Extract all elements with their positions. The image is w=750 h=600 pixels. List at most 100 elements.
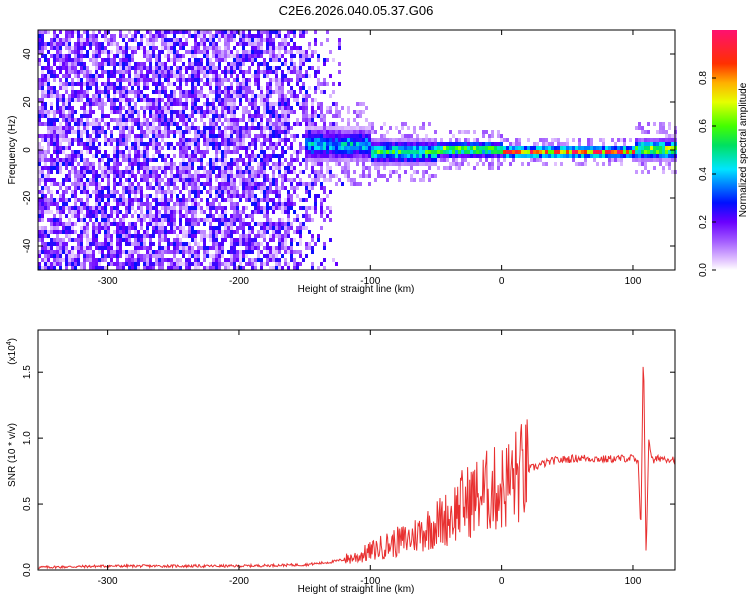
heatmap-cell: [41, 178, 44, 182]
heatmap-cell: [50, 170, 53, 174]
heatmap-cell: [197, 250, 200, 254]
heatmap-cell: [41, 74, 44, 78]
heatmap-cell: [410, 166, 413, 170]
heatmap-cell: [269, 266, 272, 270]
heatmap-cell: [92, 238, 95, 242]
heatmap-cell: [227, 162, 230, 166]
heatmap-cell: [149, 138, 152, 142]
heatmap-cell: [332, 58, 335, 62]
heatmap-cell: [260, 258, 263, 262]
heatmap-cell: [260, 62, 263, 66]
heatmap-cell: [98, 134, 101, 138]
heatmap-cell: [179, 58, 182, 62]
heatmap-cell: [158, 182, 161, 186]
heatmap-cell: [89, 150, 92, 154]
heatmap-cell: [239, 182, 242, 186]
heatmap-cell: [41, 186, 44, 190]
heatmap-cell: [188, 254, 191, 258]
heatmap-cell: [110, 70, 113, 74]
heatmap-cell: [218, 182, 221, 186]
heatmap-cell: [197, 90, 200, 94]
heatmap-cell: [56, 242, 59, 246]
heatmap-cell: [101, 254, 104, 258]
heatmap-cell: [71, 214, 74, 218]
heatmap-cell: [242, 58, 245, 62]
heatmap-cell: [350, 158, 353, 162]
heatmap-cell: [44, 202, 47, 206]
heatmap-cell: [122, 214, 125, 218]
heatmap-cell: [278, 82, 281, 86]
heatmap-cell: [290, 30, 293, 34]
heatmap-cell: [197, 202, 200, 206]
heatmap-cell: [287, 162, 290, 166]
heatmap-cell: [380, 154, 383, 158]
heatmap-cell: [335, 126, 338, 130]
heatmap-cell: [200, 238, 203, 242]
heatmap-cell: [44, 230, 47, 234]
heatmap-cell: [86, 50, 89, 54]
heatmap-cell: [92, 74, 95, 78]
heatmap-cell: [173, 242, 176, 246]
heatmap-cell: [197, 62, 200, 66]
heatmap-cell: [38, 142, 41, 146]
heatmap-cell: [353, 142, 356, 146]
heatmap-cell: [230, 150, 233, 154]
heatmap-cell: [164, 110, 167, 114]
heatmap-cell: [152, 214, 155, 218]
heatmap-cell: [524, 154, 527, 158]
heatmap-cell: [401, 150, 404, 154]
heatmap-cell: [239, 90, 242, 94]
heatmap-cell: [224, 162, 227, 166]
heatmap-cell: [170, 262, 173, 266]
heatmap-cell: [155, 54, 158, 58]
heatmap-cell: [275, 102, 278, 106]
heatmap-cell: [98, 194, 101, 198]
heatmap-cell: [275, 30, 278, 34]
heatmap-cell: [122, 250, 125, 254]
heatmap-cell: [194, 238, 197, 242]
heatmap-cell: [482, 162, 485, 166]
heatmap-cell: [176, 246, 179, 250]
heatmap-cell: [197, 266, 200, 270]
heatmap-cell: [95, 198, 98, 202]
heatmap-cell: [98, 142, 101, 146]
heatmap-cell: [197, 94, 200, 98]
heatmap-cell: [227, 222, 230, 226]
heatmap-cell: [296, 158, 299, 162]
heatmap-cell: [551, 150, 554, 154]
heatmap-cell: [458, 142, 461, 146]
heatmap-cell: [239, 98, 242, 102]
heatmap-cell: [167, 250, 170, 254]
heatmap-cell: [137, 134, 140, 138]
heatmap-cell: [254, 34, 257, 38]
heatmap-cell: [641, 130, 644, 134]
heatmap-cell: [47, 266, 50, 270]
heatmap-cell: [80, 246, 83, 250]
heatmap-cell: [239, 254, 242, 258]
heatmap-cell: [74, 98, 77, 102]
heatmap-cell: [305, 210, 308, 214]
heatmap-cell: [131, 34, 134, 38]
heatmap-cell: [95, 62, 98, 66]
heatmap-cell: [125, 102, 128, 106]
heatmap-cell: [191, 34, 194, 38]
heatmap-cell: [380, 142, 383, 146]
heatmap-cell: [206, 178, 209, 182]
heatmap-cell: [266, 230, 269, 234]
heatmap-cell: [263, 74, 266, 78]
heatmap-cell: [155, 62, 158, 66]
heatmap-cell: [308, 122, 311, 126]
heatmap-cell: [134, 186, 137, 190]
heatmap-cell: [131, 126, 134, 130]
heatmap-cell: [188, 78, 191, 82]
heatmap-cell: [251, 198, 254, 202]
heatmap-cell: [71, 126, 74, 130]
heatmap-cell: [218, 98, 221, 102]
heatmap-cell: [590, 150, 593, 154]
heatmap-cell: [320, 42, 323, 46]
heatmap-cell: [71, 98, 74, 102]
heatmap-cell: [251, 158, 254, 162]
heatmap-cell: [320, 134, 323, 138]
heatmap-cell: [200, 206, 203, 210]
heatmap-cell: [461, 130, 464, 134]
